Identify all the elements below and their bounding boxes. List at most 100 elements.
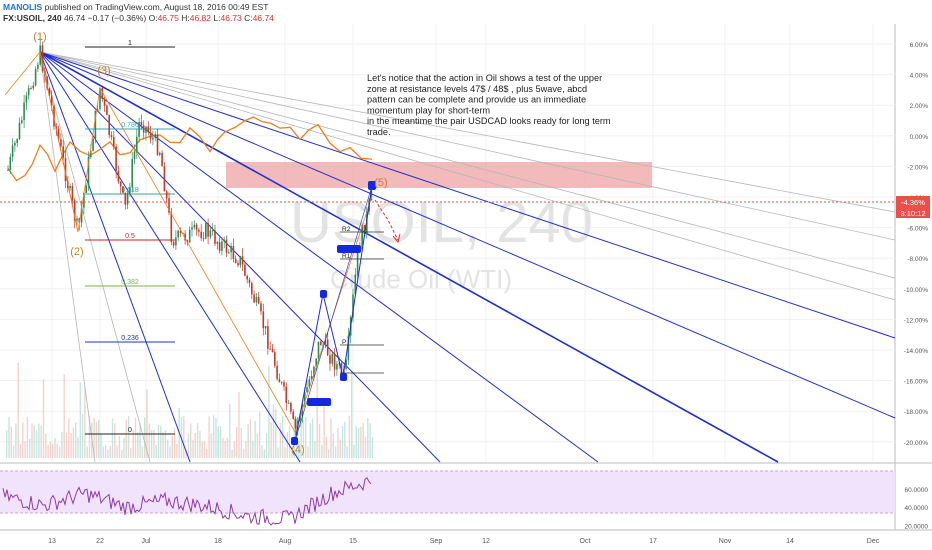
volume-bar <box>121 449 123 458</box>
candle-body <box>7 169 9 171</box>
volume-bar <box>63 374 65 458</box>
candle-body <box>237 262 239 266</box>
time-tick-label: 12 <box>482 538 490 545</box>
candle-body <box>253 294 255 303</box>
candle-body <box>216 242 219 244</box>
low-label: L: <box>213 13 221 23</box>
volume-bar <box>35 430 38 458</box>
volume-bar <box>357 427 360 458</box>
volume-bar <box>79 382 81 458</box>
author-name[interactable]: MANOLIS <box>3 2 43 12</box>
volume-bar <box>38 423 40 458</box>
candle-body <box>23 102 25 121</box>
volume-bar <box>176 443 178 458</box>
projection-arrowhead <box>392 233 401 244</box>
candle-body <box>336 364 338 370</box>
candle-body <box>239 256 242 266</box>
fib-label: 1 <box>128 40 132 47</box>
close-value: 46.74 <box>252 13 274 23</box>
resistance-zone[interactable] <box>226 162 652 188</box>
volume-bar <box>139 423 141 458</box>
volume-bar <box>10 426 12 458</box>
volume-bar <box>114 423 116 458</box>
candle-body <box>96 109 99 111</box>
abcd-pattern[interactable] <box>291 181 401 445</box>
note-line: in the meantime the pair USDCAD looks re… <box>367 116 611 126</box>
volume-bar <box>355 426 357 458</box>
volume-bar <box>311 418 314 458</box>
candle-body <box>113 137 115 147</box>
candle-body <box>310 375 313 380</box>
candle-body <box>117 170 120 182</box>
rsi-tick-label: 40.0000 <box>905 505 929 512</box>
note-line: trade. <box>367 127 391 137</box>
candle-body <box>133 151 136 160</box>
candle-body <box>306 387 308 392</box>
candle-body <box>152 137 154 140</box>
fan-line <box>39 51 896 339</box>
candle-body <box>313 366 315 376</box>
rsi-tick-label: 20.0000 <box>905 523 929 530</box>
volume-bar <box>77 437 79 458</box>
candle-body <box>126 192 129 205</box>
note-line: pattern can be complete and provide us a… <box>367 95 586 105</box>
volume-bar <box>238 392 240 458</box>
axis-tick-label: 0.00% <box>910 134 929 141</box>
time-tick-label: 17 <box>649 538 657 545</box>
volume-bar <box>305 417 307 458</box>
volume-bar <box>157 425 160 458</box>
candle-body <box>165 191 168 199</box>
volume-bar <box>321 444 323 458</box>
analysis-note[interactable]: Let's notice that the action in Oil show… <box>367 73 611 137</box>
volume-bar <box>242 449 245 458</box>
candle-body <box>57 129 60 140</box>
volume-bar <box>132 429 134 458</box>
candle-body <box>110 135 113 138</box>
axis-tick-label: -14.00% <box>904 348 928 355</box>
candle-body <box>80 207 83 223</box>
right-axis-area <box>895 24 932 530</box>
volume-bar <box>29 438 31 458</box>
axis-tick-label: 2.00% <box>910 103 929 110</box>
candle-body <box>317 341 320 359</box>
watermark-name: Crude Oil (WTI) <box>330 264 512 294</box>
time-badge-text: 3:10:12 <box>900 209 925 218</box>
candle-body <box>92 139 94 152</box>
candle-body <box>303 391 306 405</box>
volume-bar <box>291 448 293 458</box>
candle-body <box>267 326 269 349</box>
volume-bar <box>194 432 196 458</box>
volume-bar <box>364 436 367 458</box>
candle-body <box>251 283 253 295</box>
time-tick-label: Aug <box>279 538 292 545</box>
volume-bar <box>293 415 295 458</box>
time-tick-label: Nov <box>719 538 732 545</box>
volume-bar <box>24 441 26 458</box>
candle-body <box>136 136 138 152</box>
volume-bar <box>316 367 318 458</box>
volume-bar <box>162 432 164 458</box>
candle-body <box>257 296 260 304</box>
volume-bar <box>58 446 61 458</box>
volume-bar <box>49 441 52 458</box>
axis-tick-label: -8.00% <box>907 256 928 263</box>
fib-label: 0.5 <box>125 233 135 240</box>
time-tick-label: 13 <box>48 538 56 545</box>
candle-body <box>119 181 122 187</box>
volume-bar <box>155 445 157 458</box>
volume-bar <box>226 437 229 458</box>
note-line: Let's notice that the action in Oil show… <box>367 73 602 83</box>
gray-fan-line <box>39 51 151 463</box>
candle-body <box>145 126 147 133</box>
volume-bar <box>130 447 132 458</box>
volume-bar <box>245 440 247 458</box>
open-value: 46.75 <box>157 13 179 23</box>
candle-body <box>142 125 145 133</box>
price-chart[interactable]: USOIL, 240 Crude Oil (WTI) 10.7860.6180.… <box>0 24 932 550</box>
candle-body <box>53 105 55 127</box>
candle-body <box>361 225 363 250</box>
candle-body <box>329 355 331 364</box>
volume-bar <box>167 439 169 458</box>
volume-bar <box>95 422 98 458</box>
volume-bar <box>84 386 86 458</box>
